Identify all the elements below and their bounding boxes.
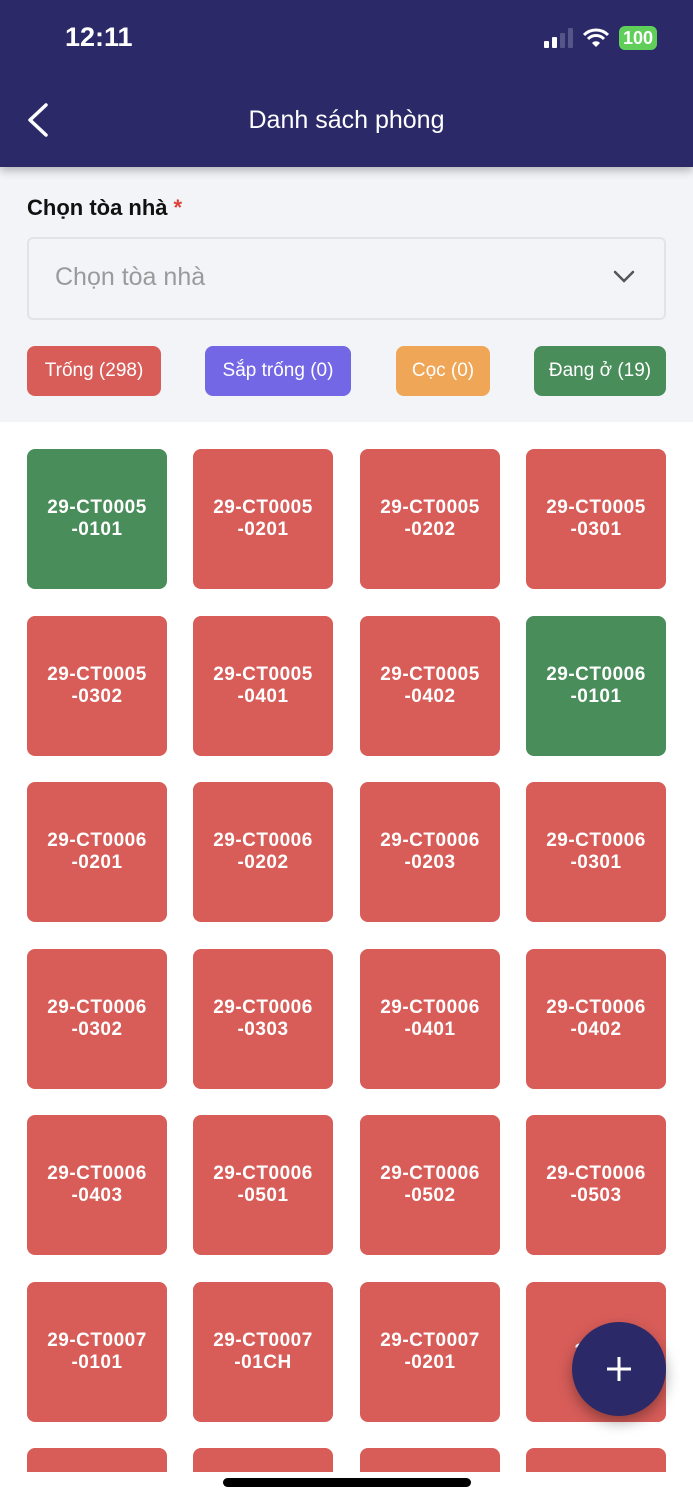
room-tile[interactable]: 29-CT0006-0503 <box>526 1115 666 1255</box>
room-code: 29-CT0006-0402 <box>546 996 646 1040</box>
room-code: 29-CT0006-0501 <box>213 1163 313 1206</box>
room-code: 29-CT0006-0201 <box>47 830 147 873</box>
room-code: 29-CT0005-0202 <box>380 497 480 540</box>
home-indicator <box>223 1478 471 1487</box>
room-tile[interactable]: 29-CT0006-0501 <box>193 1115 333 1255</box>
cellular-signal-icon <box>543 28 573 48</box>
room-code: 29-CT0006-0202 <box>213 830 313 873</box>
plus-icon <box>607 1357 631 1381</box>
building-label-text: Chọn tòa nhà <box>27 195 168 220</box>
room-tile[interactable]: 29-CT0005-0202 <box>360 449 500 589</box>
room-code: 29-CT0005-0401 <box>213 663 313 707</box>
room-tile[interactable]: 29-CT0006-0401 <box>360 948 500 1089</box>
room-code: 29-CT0006-0403 <box>47 1163 147 1206</box>
room-code: 29-CT0006-0502 <box>380 1163 480 1206</box>
chevron-left-icon[interactable] <box>24 102 54 138</box>
battery-icon: 100 <box>618 26 657 50</box>
chip-vacant[interactable]: Trống (298) <box>27 346 161 396</box>
room-tile[interactable]: 29-CT0005-0301 <box>526 449 666 589</box>
room-code: 29-CT0007-0101 <box>47 1329 147 1373</box>
room-code: 29-CT0006-0203 <box>380 830 480 873</box>
room-tile[interactable]: 29-CT0006-0403 <box>27 1115 167 1255</box>
building-label: Chọn tòa nhà * <box>27 195 182 221</box>
room-code: 29-CT0006-0303 <box>213 996 313 1040</box>
room-tile[interactable]: 29-CT0006-0101 <box>526 615 666 756</box>
room-tile[interactable]: 29-CT0005-0201 <box>193 449 333 589</box>
status-icons: 100 <box>543 26 657 50</box>
room-tile[interactable]: 29-CT0007-0201 <box>360 1281 500 1422</box>
room-tile[interactable]: 29-CT0006-0202 <box>193 782 333 922</box>
room-code: 29-CT0006-0301 <box>546 830 646 873</box>
building-select[interactable]: Chọn tòa nhà <box>27 237 666 320</box>
room-code: 29-CT0007-0201 <box>380 1329 480 1373</box>
app-header: 12:11 100 Danh sách phòng <box>0 0 693 167</box>
building-select-placeholder: Chọn tòa nhà <box>55 263 206 291</box>
room-tile[interactable]: 29-CT0006-0302 <box>27 948 167 1089</box>
wifi-icon <box>582 28 609 47</box>
room-code: 29-CT0005-0201 <box>213 497 313 540</box>
room-code: 29-CT0005-0302 <box>47 663 147 707</box>
room-tile[interactable]: 29-CT0005-0302 <box>27 615 167 756</box>
room-code: 29-CT0006-0101 <box>546 663 646 707</box>
room-tile[interactable] <box>526 1448 666 1472</box>
room-code: 29-CT0006-0302 <box>47 996 147 1040</box>
room-tile[interactable]: 29-CT0006-0203 <box>360 782 500 922</box>
chip-soon-vacant[interactable]: Sắp trống (0) <box>205 346 351 396</box>
room-code: 29-CT0005-0101 <box>47 497 147 540</box>
room-tile[interactable]: 29-CT0005-0402 <box>360 615 500 756</box>
status-time: 12:11 <box>65 22 133 52</box>
room-tile[interactable]: 29-CT0005-0401 <box>193 615 333 756</box>
room-code: 29-CT0006-0401 <box>380 996 480 1040</box>
room-code: 29-CT0005-0402 <box>380 663 480 707</box>
chip-occupied[interactable]: Đang ở (19) <box>534 346 666 396</box>
room-tile[interactable]: 29-CT0006-0402 <box>526 948 666 1089</box>
room-tile[interactable] <box>360 1448 500 1472</box>
add-room-button[interactable] <box>572 1322 666 1416</box>
room-grid: 29-CT0005-0101 29-CT0005-0201 29-CT0005-02… <box>0 422 693 1472</box>
room-tile[interactable]: 29-CT0006-0303 <box>193 948 333 1089</box>
chip-deposit[interactable]: Cọc (0) <box>396 346 490 396</box>
chevron-down-icon <box>613 270 635 283</box>
room-tile[interactable]: 29-CT0007-01CH <box>193 1281 333 1422</box>
room-code: 29-CT0005-0301 <box>546 497 646 540</box>
room-tile[interactable]: 29-CT0006-0201 <box>27 782 167 922</box>
filter-panel: Chọn tòa nhà * Chọn tòa nhà Trống (298) S… <box>0 167 693 422</box>
room-tile[interactable]: 29-CT0007-0101 <box>27 1281 167 1422</box>
room-tile[interactable]: 29-CT0006-0502 <box>360 1115 500 1255</box>
page-title: Danh sách phòng <box>248 106 445 134</box>
room-code: 29-CT0007-01CH <box>213 1329 313 1373</box>
room-tile[interactable]: 29-CT0006-0301 <box>526 782 666 922</box>
room-code: 29-CT0006-0503 <box>546 1163 646 1206</box>
required-mark: * <box>173 195 183 220</box>
room-tile[interactable]: 29-CT0005-0101 <box>27 449 167 589</box>
room-tile[interactable] <box>193 1448 333 1472</box>
room-tile[interactable] <box>27 1448 167 1472</box>
